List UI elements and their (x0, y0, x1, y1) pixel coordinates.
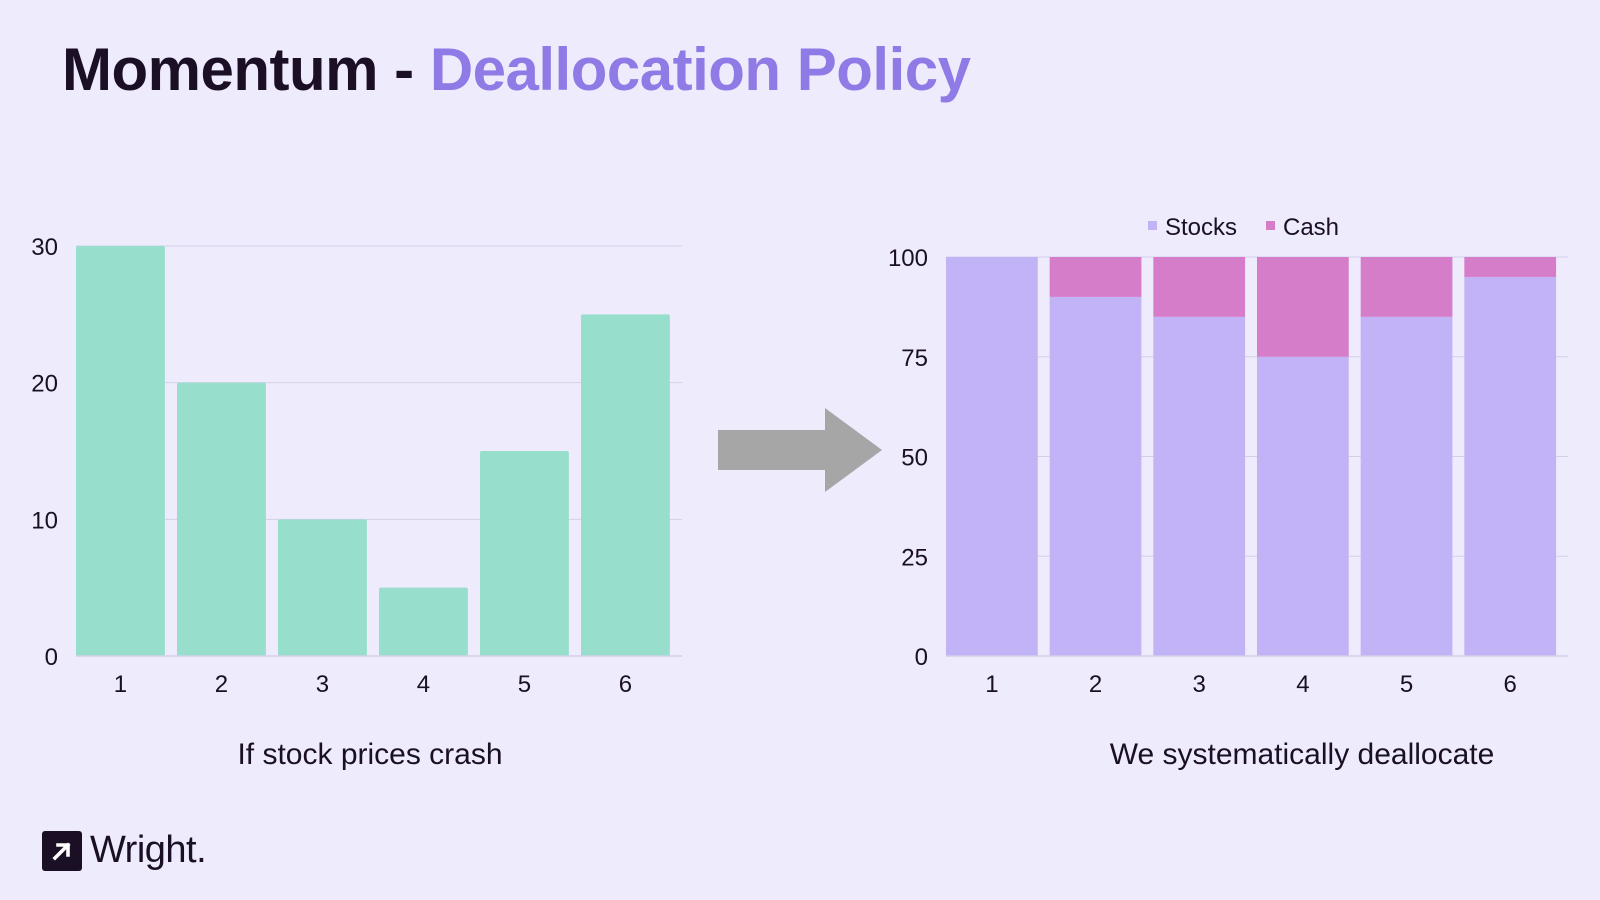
caption-right: We systematically deallocate (1109, 738, 1495, 771)
bar-segment-cash (1360, 257, 1453, 317)
legend-label: Cash (1283, 214, 1339, 241)
x-tick-label: 5 (1400, 671, 1413, 698)
arrow-up-right-icon (42, 830, 82, 871)
y-tick-label: 0 (45, 644, 58, 671)
bar-chart-price: 0 10 20 30 1 2 3 4 5 6 (31, 234, 682, 698)
bar-segment-stocks (1360, 316, 1453, 656)
legend-label: Stocks (1165, 214, 1237, 241)
bar-segment-cash (1153, 257, 1246, 317)
y-tick-label: 25 (901, 544, 928, 571)
right-arrow-icon (718, 408, 882, 492)
y-tick-label: 100 (888, 245, 928, 272)
bar-segment-cash (1257, 257, 1349, 357)
x-tick-label: 2 (215, 671, 228, 698)
bar (581, 314, 670, 656)
caption-left: If stock prices crash (237, 738, 503, 771)
x-tick-label: 2 (1089, 671, 1102, 698)
y-tick-label: 10 (31, 507, 58, 534)
y-tick-label: 30 (31, 234, 58, 261)
stacked-bar-chart-allocation: 0 25 50 75 100 1 2 3 4 5 6 Stocks Cash (888, 214, 1568, 698)
brand-name: Wright. (90, 829, 207, 871)
bar (278, 519, 367, 656)
x-tick-label: 6 (619, 671, 632, 698)
title-accent: Deallocation Policy (429, 36, 971, 103)
bar (480, 451, 569, 656)
x-tick-label: 3 (1193, 671, 1206, 698)
bar (76, 246, 165, 656)
x-tick-label: 5 (518, 671, 531, 698)
bar-segment-stocks (1257, 356, 1349, 656)
x-tick-label: 6 (1504, 671, 1517, 698)
x-tick-label: 4 (417, 671, 430, 698)
bar-segment-stocks (1464, 276, 1557, 656)
x-tick-label: 4 (1296, 671, 1309, 698)
bar-segment-stocks (1049, 296, 1142, 656)
bar (177, 382, 266, 656)
brand-logo: Wright. (42, 829, 207, 872)
legend-swatch (1266, 221, 1275, 230)
bar-segment-stocks (1153, 316, 1246, 656)
y-tick-label: 50 (901, 445, 928, 472)
y-tick-label: 0 (915, 644, 928, 671)
page-title: Momentum - Deallocation Policy (62, 34, 971, 106)
legend-swatch (1148, 221, 1157, 230)
x-tick-label: 3 (316, 671, 329, 698)
title-main: Momentum - (62, 36, 430, 103)
bar-segment-cash (1049, 257, 1142, 297)
bar-segment-stocks (946, 257, 1038, 656)
y-tick-label: 75 (901, 345, 928, 372)
bar-segment-cash (1464, 257, 1557, 277)
x-tick-label: 1 (114, 671, 127, 698)
x-tick-label: 1 (985, 671, 998, 698)
bar (379, 587, 468, 656)
y-tick-label: 20 (31, 371, 58, 398)
